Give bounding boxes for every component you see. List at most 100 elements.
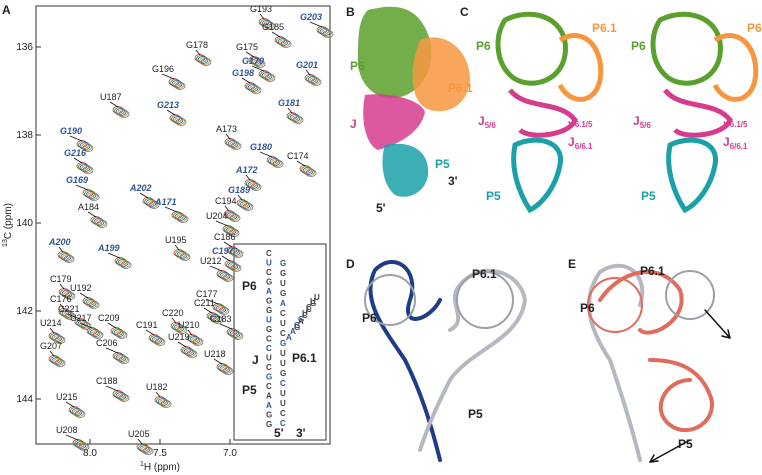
peak-label: C176 xyxy=(50,294,72,304)
contour xyxy=(79,142,91,150)
contour xyxy=(154,338,166,346)
sup: 13 xyxy=(2,239,9,247)
leader xyxy=(309,21,323,28)
inset-label: P6.1 xyxy=(292,351,317,365)
peak-label: A200 xyxy=(48,237,71,247)
contour xyxy=(114,353,125,361)
contour xyxy=(63,311,74,319)
leader xyxy=(225,133,231,140)
x-axis-text: H (ppm) xyxy=(144,462,180,473)
nucleotide: U xyxy=(302,309,308,318)
contour xyxy=(148,201,160,209)
contour xyxy=(53,335,64,343)
nucleotide: G xyxy=(298,315,304,324)
contour xyxy=(151,336,163,344)
contour xyxy=(228,329,239,337)
leader xyxy=(145,329,155,336)
peak-label: U187 xyxy=(100,92,122,102)
peak-label: G201 xyxy=(296,60,318,70)
nucleotide: G xyxy=(310,299,316,308)
contour xyxy=(188,335,199,343)
contour xyxy=(50,356,61,364)
junction-sub: 6/6.1 xyxy=(575,142,593,151)
contour xyxy=(59,252,70,260)
contour xyxy=(196,55,207,63)
nucleotide: G xyxy=(280,339,286,348)
domain-label: P5 xyxy=(641,189,656,203)
leader xyxy=(187,329,193,336)
contour xyxy=(74,410,86,418)
contour xyxy=(170,79,181,87)
contour xyxy=(114,107,125,115)
leader xyxy=(205,298,219,305)
contour xyxy=(78,443,90,451)
contour xyxy=(192,338,204,346)
peak-label: U212 xyxy=(200,256,222,266)
contour xyxy=(264,22,276,30)
contour xyxy=(199,57,210,65)
junction-base: J xyxy=(568,135,575,149)
contour xyxy=(168,78,180,86)
contour xyxy=(230,142,242,150)
peak-label: G175 xyxy=(236,42,258,52)
contour xyxy=(115,354,127,362)
contour xyxy=(116,258,127,266)
leader xyxy=(213,358,223,365)
contour xyxy=(253,59,264,67)
leader xyxy=(49,327,55,334)
nucleotide: U xyxy=(280,399,286,408)
contour xyxy=(180,346,192,354)
leader xyxy=(305,69,311,76)
helix-p61 xyxy=(557,33,604,102)
leader xyxy=(139,192,149,199)
peak-label: C179 xyxy=(50,274,72,284)
helix-p61 xyxy=(712,33,759,102)
domain-label: P5 xyxy=(486,189,501,203)
junction-base: J xyxy=(478,114,485,128)
domain-label: P5 xyxy=(435,157,450,171)
leader xyxy=(209,265,223,272)
contour xyxy=(209,314,221,322)
contour xyxy=(120,261,132,269)
contour xyxy=(73,409,84,417)
contour xyxy=(174,82,186,90)
contour xyxy=(316,26,328,34)
contour xyxy=(231,249,242,257)
leader xyxy=(245,174,251,181)
contour xyxy=(212,303,224,311)
contour xyxy=(92,331,104,339)
contour xyxy=(175,250,186,258)
contour xyxy=(169,114,181,122)
contour xyxy=(82,144,94,152)
contour xyxy=(250,57,261,65)
nucleotide: G xyxy=(266,306,272,315)
contour xyxy=(60,309,71,317)
contour xyxy=(50,333,61,341)
contour xyxy=(88,328,99,336)
leader xyxy=(109,101,119,108)
helix-p6 xyxy=(650,11,723,86)
contour xyxy=(174,117,185,125)
contour xyxy=(87,300,98,308)
nucleotide: U xyxy=(314,293,320,302)
contour xyxy=(78,141,89,149)
contour xyxy=(88,301,100,309)
contour xyxy=(266,156,278,164)
nucleotide: C xyxy=(266,268,272,277)
junction-label: J6.1/5 xyxy=(723,113,748,129)
contour xyxy=(226,139,237,147)
contour xyxy=(231,331,242,339)
leader xyxy=(177,341,187,348)
contour xyxy=(212,316,224,324)
contour xyxy=(77,320,89,328)
contour xyxy=(60,253,72,261)
peak-label: G178 xyxy=(186,40,208,50)
contour xyxy=(226,261,237,269)
leader xyxy=(195,49,201,56)
leader xyxy=(245,51,255,58)
junction-base: J xyxy=(723,113,730,127)
contour xyxy=(74,318,86,326)
domain-label: P6.1 xyxy=(592,21,617,35)
contour xyxy=(191,337,202,345)
contour xyxy=(306,75,317,83)
